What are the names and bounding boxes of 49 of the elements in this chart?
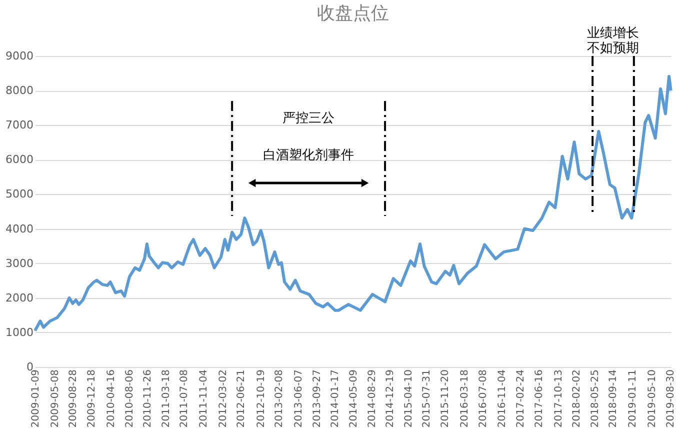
x-tick-label: 2018-05-25: [590, 370, 601, 428]
x-tick-label: 2012-10-19: [256, 370, 267, 428]
x-tick-label: 2012-06-21: [236, 370, 248, 428]
x-tick-label: 2012-03-02: [218, 370, 230, 428]
x-tick-label: 2013-09-27: [312, 370, 323, 428]
x-tick-label: 2017-10-13: [553, 370, 564, 428]
x-tick-label: 2014-08-29: [366, 370, 378, 428]
y-tick-label: 5000: [6, 188, 34, 201]
y-tick-label: 6000: [6, 153, 34, 166]
x-tick-label: 2013-06-07: [294, 370, 305, 428]
x-tick-label: 2009-08-28: [68, 370, 80, 428]
x-tick-label: 2011-07-08: [179, 370, 190, 428]
x-tick-label: 2009-05-08: [50, 370, 61, 428]
x-tick-label: 2015-11-20: [440, 370, 452, 428]
x-tick-label: 2011-03-18: [160, 370, 172, 428]
line-series: [34, 74, 672, 332]
x-tick-label: 2018-09-14: [608, 370, 620, 428]
y-tick-label: 1000: [6, 326, 34, 339]
x-tick-label: 2016-07-08: [478, 370, 489, 428]
x-tick-label: 2015-07-31: [422, 370, 433, 428]
annotation: 白酒塑化剂事件: [263, 147, 354, 163]
y-tick-label: 3000: [6, 256, 34, 270]
x-tick-label: 2019-01-11: [628, 370, 639, 428]
x-tick-label: 2017-02-24: [516, 370, 527, 428]
x-tick-label: 2010-08-06: [124, 370, 136, 428]
x-tick-label: 2011-11-04: [198, 370, 210, 428]
chart-title: 收盘点位: [317, 3, 389, 24]
x-tick-label: 2018-02-02: [572, 370, 583, 428]
x-tick-label: 2014-01-17: [330, 370, 342, 428]
x-tick-label: 2015-04-10: [403, 370, 414, 428]
x-tick-label: 2016-03-18: [459, 370, 470, 428]
x-tick-label: 2019-05-10: [647, 370, 658, 428]
x-tick-label: 2013-02-08: [274, 370, 286, 428]
x-tick-label: 2016-11-04: [497, 370, 508, 428]
x-tick-label: 2019-08-30: [665, 370, 676, 428]
x-tick-label: 2010-11-26: [142, 370, 154, 428]
y-tick-label: 8000: [6, 84, 34, 98]
x-tick-label: 2009-12-18: [86, 370, 98, 428]
y-tick-label: 2000: [6, 291, 34, 304]
x-tick-label: 2014-12-19: [385, 370, 396, 428]
x-tick-label: 2010-04-16: [106, 370, 117, 428]
x-tick-label: 2017-06-16: [534, 370, 545, 428]
x-tick-label: 2009-01-09: [30, 370, 42, 428]
text: 业绩增长不如预期: [587, 26, 640, 56]
y-tick-label: 4000: [6, 222, 34, 236]
x-tick-label: 2014-05-09: [348, 370, 360, 428]
y-tick-label: 7000: [6, 118, 34, 132]
y-tick-label: 9000: [6, 50, 34, 62]
annotation: 严控三公: [282, 111, 335, 126]
